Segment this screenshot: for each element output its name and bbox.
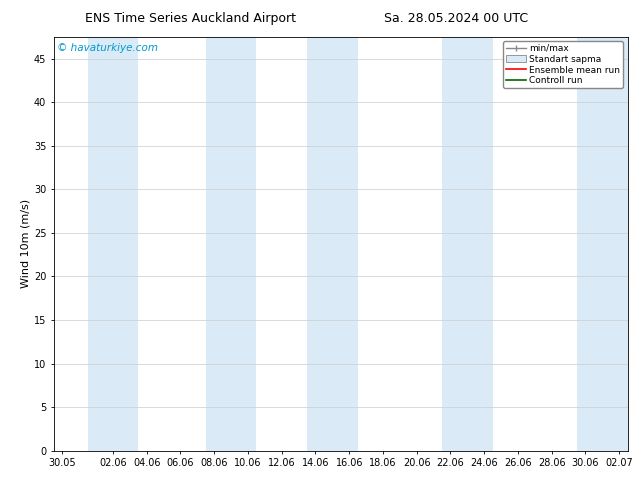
Text: © havaturkiye.com: © havaturkiye.com [57, 43, 158, 53]
Legend: min/max, Standart sapma, Ensemble mean run, Controll run: min/max, Standart sapma, Ensemble mean r… [503, 41, 623, 88]
Bar [87, 37, 138, 451]
Text: ENS Time Series Auckland Airport: ENS Time Series Auckland Airport [85, 12, 295, 25]
Text: Sa. 28.05.2024 00 UTC: Sa. 28.05.2024 00 UTC [384, 12, 529, 25]
Bar [577, 37, 628, 451]
Bar [442, 37, 493, 451]
Bar [307, 37, 358, 451]
Y-axis label: Wind 10m (m/s): Wind 10m (m/s) [21, 199, 31, 288]
Bar [206, 37, 256, 451]
